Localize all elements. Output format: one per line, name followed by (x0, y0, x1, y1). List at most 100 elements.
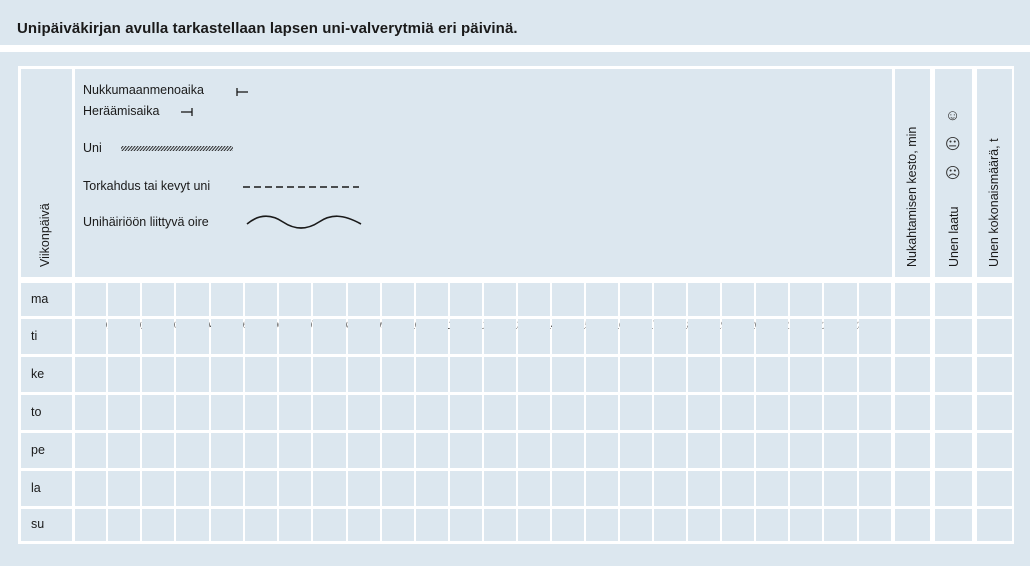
hour-cell[interactable] (790, 283, 822, 316)
hour-cell[interactable] (484, 433, 516, 468)
hour-cell[interactable] (176, 319, 209, 354)
total-cell[interactable] (977, 319, 1012, 354)
hour-cell[interactable] (279, 395, 311, 430)
hour-cell[interactable] (552, 319, 584, 354)
hour-cell[interactable] (756, 471, 788, 506)
hour-cell[interactable] (348, 509, 380, 541)
hour-cell[interactable] (688, 433, 720, 468)
hour-cell[interactable] (518, 509, 550, 541)
hour-cell[interactable] (756, 283, 788, 316)
hour-cell[interactable] (450, 319, 482, 354)
total-cell[interactable] (977, 283, 1012, 316)
hour-cell[interactable] (279, 471, 311, 506)
total-cell[interactable] (977, 509, 1012, 541)
hour-cell[interactable] (416, 471, 448, 506)
total-cell[interactable] (977, 433, 1012, 468)
hour-cell[interactable] (688, 319, 720, 354)
hour-cell[interactable] (348, 395, 380, 430)
hour-cell[interactable] (313, 319, 346, 354)
hour-cell[interactable] (142, 509, 174, 541)
total-cell[interactable] (977, 471, 1012, 506)
hour-cell[interactable] (279, 283, 311, 316)
hour-cell[interactable] (620, 433, 652, 468)
hour-cell[interactable] (416, 283, 448, 316)
hour-cell[interactable] (245, 395, 277, 430)
hour-cell[interactable] (176, 395, 209, 430)
hour-cell[interactable] (654, 433, 686, 468)
hour-cell[interactable] (824, 283, 857, 316)
hour-cell[interactable] (313, 509, 346, 541)
hour-cell[interactable] (75, 283, 106, 316)
hour-cell[interactable] (108, 357, 140, 392)
hour-cell[interactable] (620, 509, 652, 541)
hour-cell[interactable] (142, 319, 174, 354)
hour-cell[interactable] (688, 395, 720, 430)
hour-cell[interactable] (722, 471, 754, 506)
hour-cell[interactable] (450, 357, 482, 392)
hour-cell[interactable] (382, 433, 414, 468)
hour-cell[interactable] (654, 471, 686, 506)
hour-cell[interactable] (552, 509, 584, 541)
hour-cell[interactable] (586, 283, 618, 316)
latency-cell[interactable] (895, 433, 930, 468)
hour-cell[interactable] (211, 433, 243, 468)
hour-cell[interactable] (756, 357, 788, 392)
hour-cell[interactable] (382, 395, 414, 430)
hour-cell[interactable] (484, 471, 516, 506)
latency-cell[interactable] (895, 357, 930, 392)
hour-cell[interactable] (552, 395, 584, 430)
hour-cell[interactable] (348, 283, 380, 316)
hour-cell[interactable] (108, 509, 140, 541)
hour-cell[interactable] (313, 471, 346, 506)
hour-cell[interactable] (245, 283, 277, 316)
hour-cell[interactable] (859, 509, 891, 541)
hour-cell[interactable] (245, 357, 277, 392)
hour-cell[interactable] (211, 471, 243, 506)
hour-cell[interactable] (552, 283, 584, 316)
hour-cell[interactable] (176, 509, 209, 541)
hour-cell[interactable] (108, 283, 140, 316)
hour-cell[interactable] (518, 357, 550, 392)
hour-cell[interactable] (790, 471, 822, 506)
hour-cell[interactable] (722, 319, 754, 354)
hour-cell[interactable] (586, 319, 618, 354)
latency-cell[interactable] (895, 509, 930, 541)
hour-cell[interactable] (142, 395, 174, 430)
hour-cell[interactable] (176, 471, 209, 506)
quality-cell[interactable] (935, 319, 972, 354)
hour-cell[interactable] (450, 471, 482, 506)
hour-cell[interactable] (416, 509, 448, 541)
hour-cell[interactable] (211, 509, 243, 541)
hour-cell[interactable] (108, 395, 140, 430)
hour-cell[interactable] (382, 319, 414, 354)
hour-cell[interactable] (176, 357, 209, 392)
hour-cell[interactable] (518, 319, 550, 354)
hour-cell[interactable] (245, 471, 277, 506)
latency-cell[interactable] (895, 319, 930, 354)
hour-cell[interactable] (279, 319, 311, 354)
hour-cell[interactable] (484, 395, 516, 430)
hour-cell[interactable] (756, 319, 788, 354)
hour-cell[interactable] (688, 509, 720, 541)
hour-cell[interactable] (108, 471, 140, 506)
hour-cell[interactable] (518, 395, 550, 430)
hour-cell[interactable] (245, 433, 277, 468)
hour-cell[interactable] (416, 319, 448, 354)
hour-cell[interactable] (450, 509, 482, 541)
hour-cell[interactable] (824, 357, 857, 392)
hour-cell[interactable] (450, 433, 482, 468)
hour-cell[interactable] (722, 433, 754, 468)
hour-cell[interactable] (279, 509, 311, 541)
hour-cell[interactable] (722, 357, 754, 392)
hour-cell[interactable] (75, 357, 106, 392)
hour-cell[interactable] (382, 357, 414, 392)
hour-cell[interactable] (688, 357, 720, 392)
hour-cell[interactable] (552, 471, 584, 506)
hour-cell[interactable] (790, 433, 822, 468)
hour-cell[interactable] (348, 319, 380, 354)
hour-cell[interactable] (279, 433, 311, 468)
quality-cell[interactable] (935, 283, 972, 316)
hour-cell[interactable] (142, 283, 174, 316)
hour-cell[interactable] (313, 433, 346, 468)
hour-cell[interactable] (859, 471, 891, 506)
